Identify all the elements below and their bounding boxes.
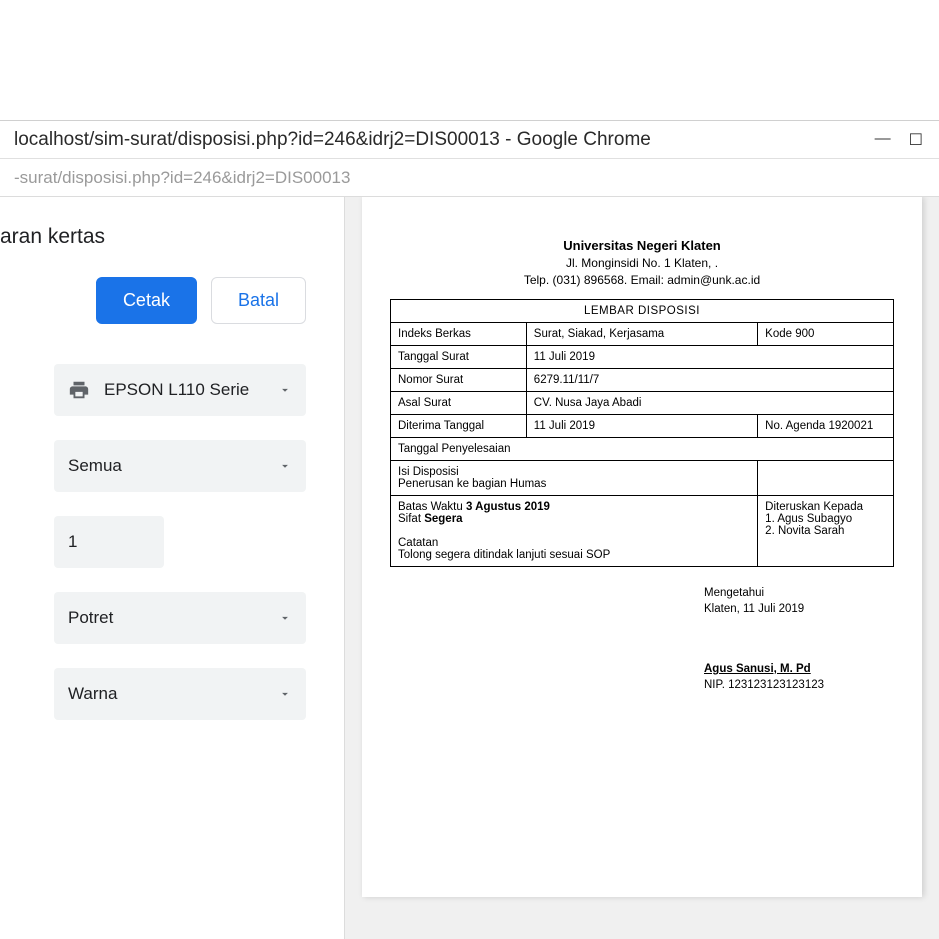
minimize-icon[interactable]: — [875, 130, 891, 150]
window-controls: — ☐ [875, 130, 931, 150]
content-area: aran kertas Cetak Batal EPSON L110 Serie… [0, 197, 939, 939]
print-actions: Cetak Batal [0, 277, 314, 324]
org-name: Universitas Negeri Klaten [390, 237, 894, 255]
cell-empty [758, 460, 894, 495]
printer-name: EPSON L110 Serie [104, 380, 249, 400]
cell-label: Diterima Tanggal [391, 414, 527, 437]
cell-diteruskan: Diteruskan Kepada 1. Agus Subagyo 2. Nov… [758, 495, 894, 566]
sig-nip: NIP. 123123123123123 [704, 679, 824, 691]
disposition-table: LEMBAR DISPOSISI Indeks Berkas Surat, Si… [390, 299, 894, 567]
printer-select[interactable]: EPSON L110 Serie [54, 364, 306, 416]
chevron-down-icon [278, 383, 292, 397]
color-value: Warna [68, 684, 117, 704]
cell-label: Catatan [398, 537, 438, 549]
layout-value: Potret [68, 608, 113, 628]
cell-label: Indeks Berkas [391, 322, 527, 345]
chrome-window: localhost/sim-surat/disposisi.php?id=246… [0, 120, 939, 939]
sheet-title: LEMBAR DISPOSISI [391, 299, 894, 322]
cell-label: Tanggal Penyelesaian [391, 437, 894, 460]
print-preview-pane: Universitas Negeri Klaten Jl. Monginsidi… [345, 197, 939, 939]
sig-name: Agus Sanusi, M. Pd [704, 661, 811, 677]
cell-value: 11 Juli 2019 [526, 414, 757, 437]
print-options-panel: aran kertas Cetak Batal EPSON L110 Serie… [0, 197, 345, 939]
chevron-down-icon [278, 459, 292, 473]
cell-batas: Batas Waktu 3 Agustus 2019 Sifat Segera … [391, 495, 758, 566]
pages-value: Semua [68, 456, 122, 476]
print-button[interactable]: Cetak [96, 277, 197, 324]
copies-value: 1 [68, 532, 77, 552]
cell-value: 2. Novita Sarah [765, 525, 844, 537]
cell-value: 6279.11/11/7 [526, 368, 893, 391]
chevron-down-icon [278, 611, 292, 625]
cell-value: Surat, Siakad, Kerjasama [526, 322, 757, 345]
cell-bold-value: Segera [424, 513, 462, 525]
cell-value: 1. Agus Subagyo [765, 513, 852, 525]
pages-select[interactable]: Semua [54, 440, 306, 492]
cancel-button[interactable]: Batal [211, 277, 306, 324]
signature-block: Mengetahui Klaten, 11 Juli 2019 Agus San… [704, 585, 894, 693]
cell-value: Kode 900 [758, 322, 894, 345]
cell-label: Diteruskan Kepada [765, 501, 863, 513]
cell-label: Sifat [398, 513, 424, 525]
cell-label: Asal Surat [391, 391, 527, 414]
sig-place-date: Klaten, 11 Juli 2019 [704, 603, 804, 615]
printer-icon [68, 379, 90, 401]
cell-value: Penerusan ke bagian Humas [398, 478, 546, 490]
cell-isi: Isi Disposisi Penerusan ke bagian Humas [391, 460, 758, 495]
org-contact: Telp. (031) 896568. Email: admin@unk.ac.… [390, 272, 894, 289]
print-heading: aran kertas [0, 225, 314, 249]
letterhead: Universitas Negeri Klaten Jl. Monginsidi… [390, 237, 894, 289]
color-select[interactable]: Warna [54, 668, 306, 720]
cell-label: Isi Disposisi [398, 466, 459, 478]
address-text: -surat/disposisi.php?id=246&idrj2=DIS000… [14, 168, 350, 188]
cell-label: Nomor Surat [391, 368, 527, 391]
cell-label: Tanggal Surat [391, 345, 527, 368]
window-title: localhost/sim-surat/disposisi.php?id=246… [14, 129, 875, 151]
cell-label: Batas Waktu [398, 501, 466, 513]
document-page: Universitas Negeri Klaten Jl. Monginsidi… [362, 197, 922, 897]
cell-value: CV. Nusa Jaya Abadi [526, 391, 893, 414]
cell-bold-value: 3 Agustus 2019 [466, 501, 550, 513]
copies-input[interactable]: 1 [54, 516, 164, 568]
address-bar[interactable]: -surat/disposisi.php?id=246&idrj2=DIS000… [0, 159, 939, 197]
maximize-icon[interactable]: ☐ [909, 130, 923, 150]
layout-select[interactable]: Potret [54, 592, 306, 644]
cell-value: No. Agenda 1920021 [758, 414, 894, 437]
cell-value: Tolong segera ditindak lanjuti sesuai SO… [398, 549, 610, 561]
cell-value: 11 Juli 2019 [526, 345, 893, 368]
sig-knowing: Mengetahui [704, 587, 764, 599]
org-address: Jl. Monginsidi No. 1 Klaten, . [390, 255, 894, 272]
chevron-down-icon [278, 687, 292, 701]
window-titlebar: localhost/sim-surat/disposisi.php?id=246… [0, 121, 939, 159]
